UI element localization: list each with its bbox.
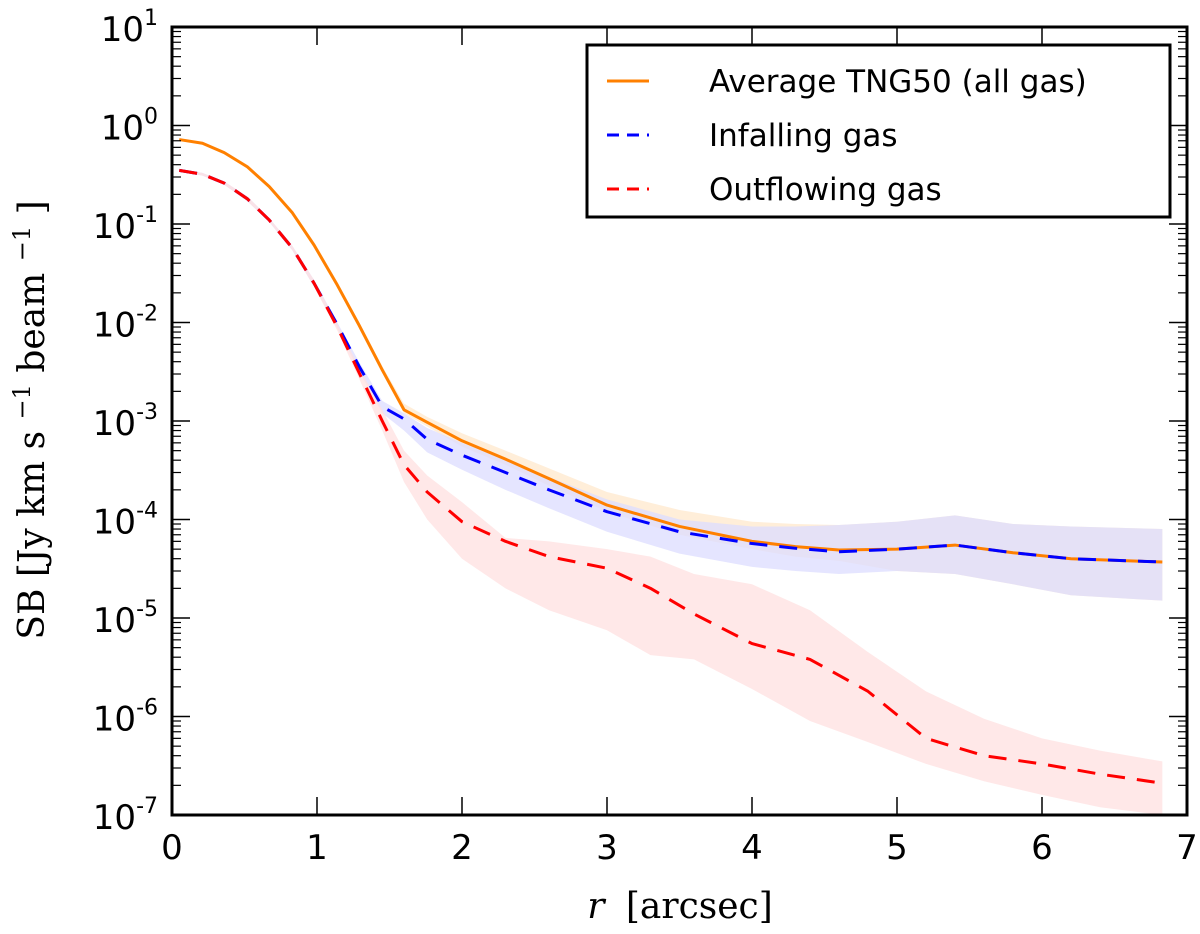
x-tick-label: 7: [1176, 828, 1198, 868]
y-tick-label: 10-2: [93, 302, 158, 346]
y-tick-label: 10-6: [93, 696, 158, 740]
series-line-2: [179, 168, 1163, 785]
x-tick-label: 1: [306, 828, 328, 868]
y-tick-label: 101: [101, 6, 158, 50]
band-1: [179, 169, 1163, 601]
band-2: [179, 169, 1163, 815]
series-line-0: [179, 138, 1163, 564]
legend-label-2: Outflowing gas: [709, 172, 942, 208]
y-axis-label: SB [Jy km s −1 beam −1 ]: [0, 200, 53, 639]
x-tick-label: 5: [886, 828, 908, 868]
y-tick-label: 10-4: [93, 499, 158, 543]
legend: Average TNG50 (all gas) Infalling gas Outf…: [585, 43, 1172, 219]
x-tick-label: 0: [161, 828, 183, 868]
x-axis-label: r [arcsec]: [587, 886, 773, 927]
x-tick-label: 4: [741, 828, 763, 868]
y-tick-label: 10-7: [93, 794, 158, 838]
legend-label-0: Average TNG50 (all gas): [709, 64, 1087, 100]
legend-label-1: Infalling gas: [709, 118, 898, 154]
y-tick-label: 10-5: [93, 597, 158, 641]
axes: 0 1 2 3 4 5 6 7 101 100 10-1 10-2 10-3 10-4 10-5 10-6 10…: [93, 6, 1198, 868]
series-lines: [179, 138, 1163, 785]
x-tick-label: 2: [451, 828, 473, 868]
x-tick-label: 3: [596, 828, 618, 868]
y-tick-label: 10-1: [93, 203, 158, 247]
y-tick-label: 100: [101, 105, 158, 149]
confidence-bands: [179, 138, 1163, 815]
x-tick-label: 6: [1031, 828, 1053, 868]
series-line-1: [179, 168, 1163, 564]
legend-box: [585, 43, 1172, 219]
y-tick-label: 10-3: [93, 400, 158, 444]
